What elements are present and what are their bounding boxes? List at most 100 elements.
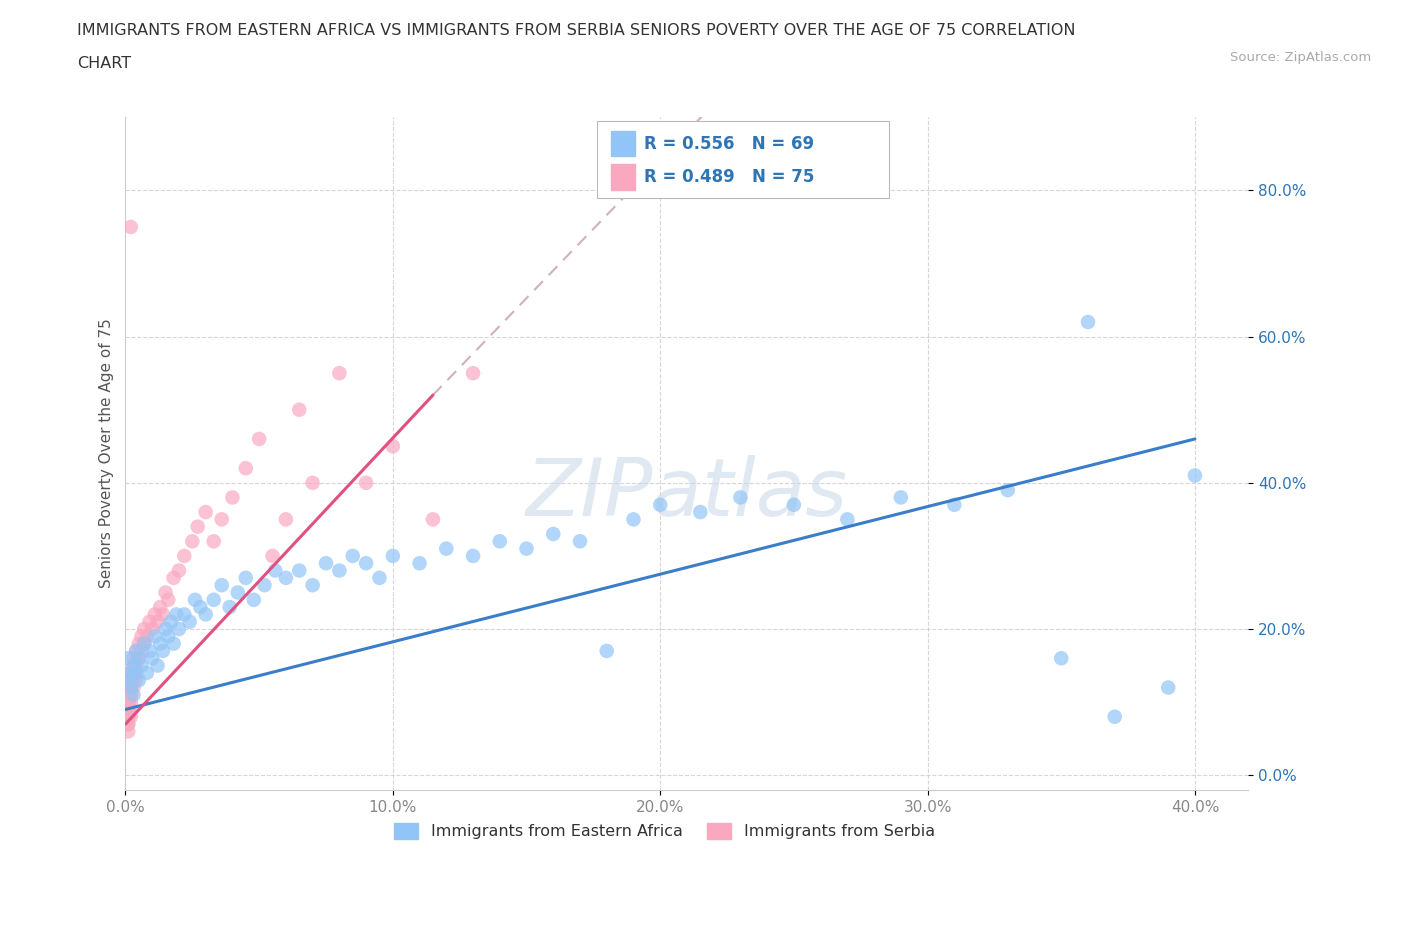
- Point: [141, 621, 163, 636]
- Point: [408, 556, 430, 571]
- Y-axis label: Seniors Poverty Over the Age of 75: Seniors Poverty Over the Age of 75: [100, 319, 114, 589]
- Point: [488, 534, 510, 549]
- Text: ZIPatlas: ZIPatlas: [526, 455, 848, 533]
- Point: [117, 717, 139, 732]
- Point: [623, 512, 645, 526]
- Point: [120, 680, 142, 695]
- Point: [596, 644, 619, 658]
- Point: [194, 505, 217, 520]
- Point: [837, 512, 859, 526]
- Point: [155, 585, 177, 600]
- Point: [117, 695, 139, 710]
- Point: [120, 680, 142, 695]
- Point: [155, 621, 177, 636]
- Point: [181, 534, 204, 549]
- Point: [173, 607, 195, 622]
- Point: [173, 549, 195, 564]
- Point: [211, 512, 233, 526]
- Point: [162, 636, 184, 651]
- Point: [117, 702, 139, 717]
- Point: [117, 672, 139, 687]
- Point: [157, 592, 180, 607]
- Point: [135, 666, 157, 681]
- Point: [125, 644, 148, 658]
- Point: [149, 636, 172, 651]
- Point: [134, 636, 156, 651]
- Legend: Immigrants from Eastern Africa, Immigrants from Serbia: Immigrants from Eastern Africa, Immigran…: [388, 817, 941, 845]
- Text: R = 0.489   N = 75: R = 0.489 N = 75: [644, 168, 814, 186]
- Bar: [610, 165, 636, 190]
- Point: [235, 570, 257, 585]
- Point: [122, 666, 145, 681]
- Point: [162, 570, 184, 585]
- Point: [997, 483, 1019, 498]
- Point: [122, 658, 145, 673]
- Point: [117, 651, 139, 666]
- Point: [117, 695, 139, 710]
- Point: [117, 702, 139, 717]
- Point: [125, 666, 148, 681]
- Point: [434, 541, 457, 556]
- Point: [354, 475, 377, 490]
- Point: [152, 644, 174, 658]
- Point: [328, 563, 350, 578]
- Point: [1050, 651, 1073, 666]
- Point: [461, 365, 484, 380]
- Point: [117, 687, 139, 702]
- Point: [122, 658, 145, 673]
- Point: [264, 563, 287, 578]
- Point: [247, 432, 270, 446]
- Point: [422, 512, 444, 526]
- Point: [569, 534, 592, 549]
- Point: [274, 512, 297, 526]
- Point: [120, 695, 142, 710]
- Point: [1157, 680, 1180, 695]
- Point: [141, 651, 163, 666]
- Point: [117, 710, 139, 724]
- Point: [381, 439, 404, 454]
- Point: [368, 570, 391, 585]
- Point: [131, 629, 153, 644]
- Point: [146, 658, 169, 673]
- Point: [117, 702, 139, 717]
- Point: [890, 490, 912, 505]
- Point: [128, 636, 150, 651]
- Point: [134, 621, 156, 636]
- Point: [143, 607, 166, 622]
- Point: [122, 666, 145, 681]
- Point: [221, 490, 243, 505]
- Point: [134, 636, 156, 651]
- Text: CHART: CHART: [77, 56, 131, 71]
- Point: [187, 519, 209, 534]
- Point: [117, 695, 139, 710]
- Point: [342, 549, 364, 564]
- Point: [128, 672, 150, 687]
- Point: [131, 644, 153, 658]
- Point: [117, 717, 139, 732]
- Point: [120, 687, 142, 702]
- Point: [117, 710, 139, 724]
- Point: [328, 365, 350, 380]
- Point: [202, 534, 225, 549]
- Text: IMMIGRANTS FROM EASTERN AFRICA VS IMMIGRANTS FROM SERBIA SENIORS POVERTY OVER TH: IMMIGRANTS FROM EASTERN AFRICA VS IMMIGR…: [77, 23, 1076, 38]
- Point: [184, 592, 207, 607]
- Point: [218, 600, 240, 615]
- Point: [262, 549, 284, 564]
- Point: [541, 526, 564, 541]
- Point: [1104, 710, 1126, 724]
- Point: [194, 607, 217, 622]
- Bar: [610, 131, 636, 156]
- Point: [117, 695, 139, 710]
- Point: [157, 629, 180, 644]
- Point: [122, 680, 145, 695]
- Point: [354, 556, 377, 571]
- Point: [235, 460, 257, 475]
- Point: [117, 687, 139, 702]
- FancyBboxPatch shape: [598, 121, 889, 198]
- Point: [149, 600, 172, 615]
- Point: [301, 475, 323, 490]
- Point: [117, 724, 139, 738]
- Point: [461, 549, 484, 564]
- Point: [122, 672, 145, 687]
- Point: [125, 672, 148, 687]
